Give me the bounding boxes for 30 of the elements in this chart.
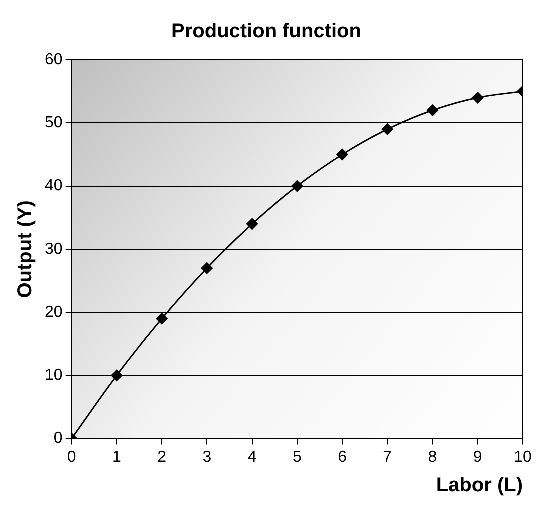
point xyxy=(156,313,168,325)
x-tick-label: 6 xyxy=(338,448,348,466)
y-tick-label: 30 xyxy=(45,240,63,258)
point xyxy=(111,370,123,382)
x-tick-label: 2 xyxy=(158,448,167,466)
y-tick-label: 50 xyxy=(45,114,63,132)
point xyxy=(292,180,304,192)
x-tick-label: 4 xyxy=(248,448,257,466)
y-tick-label: 10 xyxy=(45,367,63,384)
chart-title: Production function xyxy=(172,20,362,43)
x-axis-title: Labor (L) xyxy=(436,474,523,497)
x-tick-label: 3 xyxy=(202,448,212,466)
point xyxy=(336,148,348,160)
x-tick-label: 9 xyxy=(473,448,482,466)
point xyxy=(472,92,484,104)
x-tick-label: 5 xyxy=(292,448,302,466)
x-tick-label: 1 xyxy=(112,448,122,466)
y-axis-title: Output (Y) xyxy=(14,200,37,298)
x-tick-label: 8 xyxy=(428,448,438,466)
point xyxy=(201,262,213,274)
y-tick-label: 60 xyxy=(45,51,63,68)
point xyxy=(246,218,258,230)
x-tick-label: 7 xyxy=(383,448,392,466)
y-tick-label: 20 xyxy=(45,304,63,321)
y-tick-label: 40 xyxy=(45,178,63,195)
y-tick-label: 0 xyxy=(54,430,63,448)
x-tick-label: 10 xyxy=(514,448,532,466)
point xyxy=(427,104,439,116)
x-tick-label: 0 xyxy=(67,448,76,466)
point xyxy=(382,124,394,136)
